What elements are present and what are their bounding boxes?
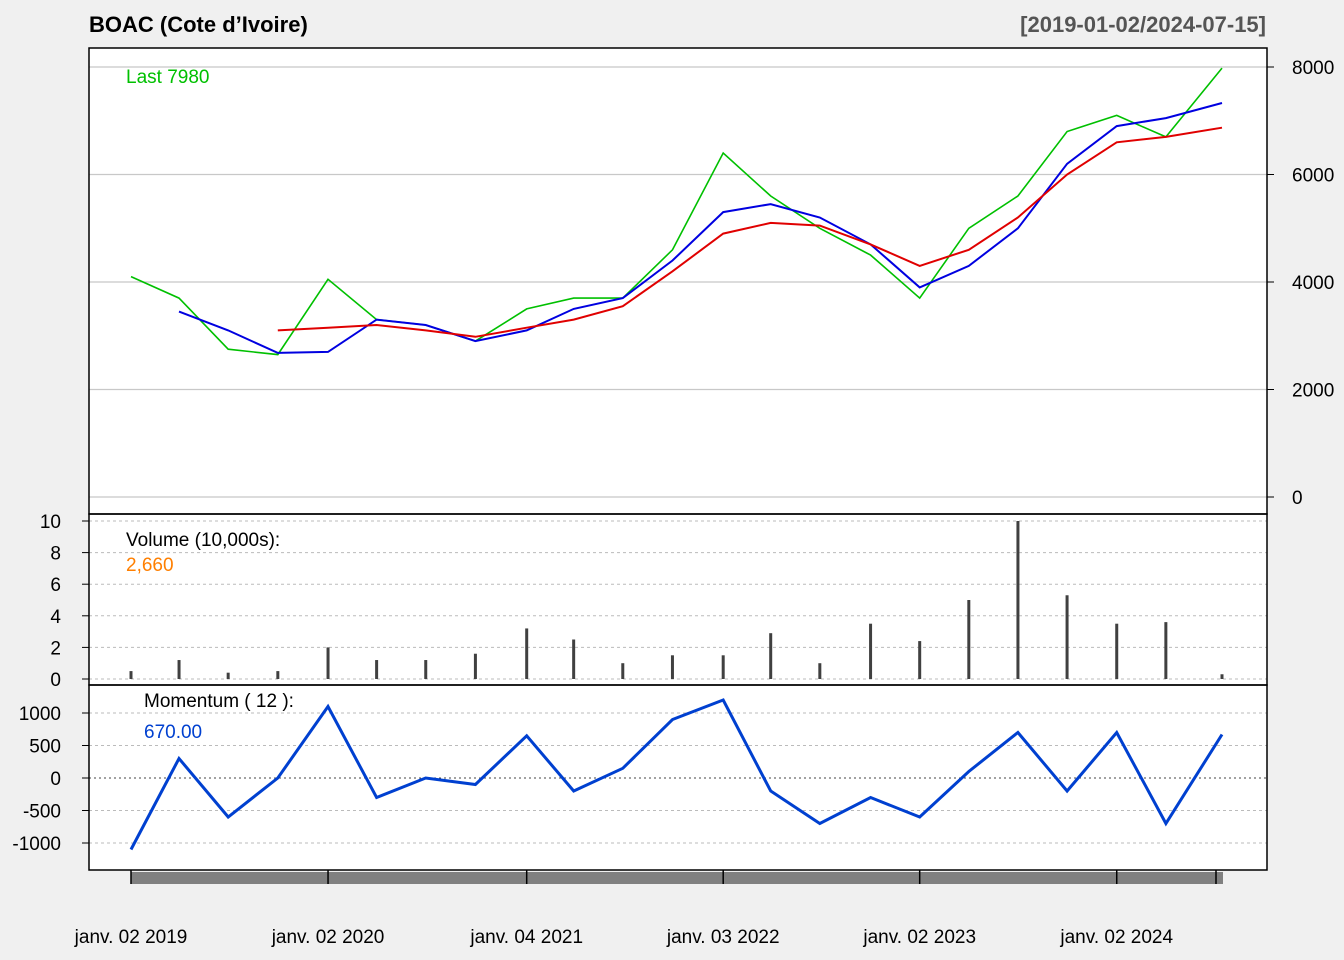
volume-bar <box>818 663 822 679</box>
volume-tick-label: 6 <box>50 575 61 596</box>
volume-bar <box>375 660 379 679</box>
volume-tick-label: 10 <box>40 512 61 533</box>
volume-bar <box>869 623 873 679</box>
volume-bar <box>1115 623 1119 679</box>
x-axis-tick-label: janv. 02 2023 <box>862 927 976 948</box>
chart-title: BOAC (Cote d’Ivoire) <box>89 12 308 37</box>
volume-bar <box>967 600 971 679</box>
volume-bar <box>918 641 922 679</box>
volume-tick-label: 2 <box>50 638 61 659</box>
x-axis-tick-label: janv. 03 2022 <box>666 927 780 948</box>
volume-bar <box>424 660 428 679</box>
momentum-tick-label: 1000 <box>19 704 61 725</box>
volume-bar <box>621 663 625 679</box>
volume-bar <box>1164 622 1168 679</box>
price-tick-label: 0 <box>1292 488 1303 509</box>
volume-last-value: 2,660 <box>126 555 174 576</box>
momentum-tick-label: -500 <box>23 802 61 823</box>
date-range: [2019-01-02/2024-07-15] <box>1020 12 1266 37</box>
x-axis-tick-label: janv. 02 2019 <box>74 927 188 948</box>
momentum-tick-label: 500 <box>29 737 61 758</box>
volume-bar <box>572 639 576 679</box>
x-axis-tick-label: janv. 02 2020 <box>271 927 385 948</box>
volume-bar <box>1220 674 1224 679</box>
momentum-last-value: 670.00 <box>144 722 202 743</box>
volume-bar <box>226 672 230 679</box>
volume-bar <box>177 660 181 679</box>
volume-tick-label: 4 <box>50 607 61 628</box>
last-price-label: Last 7980 <box>126 67 209 88</box>
volume-bar <box>670 655 674 679</box>
volume-bar <box>1065 595 1069 679</box>
momentum-tick-label: 0 <box>50 769 61 790</box>
volume-bar <box>721 655 725 679</box>
volume-tick-label: 8 <box>50 544 61 565</box>
x-axis-tick-label: janv. 02 2024 <box>1059 927 1173 948</box>
volume-bar <box>1016 521 1020 679</box>
volume-bar <box>276 671 280 679</box>
price-tick-label: 4000 <box>1292 273 1334 294</box>
momentum-line <box>129 698 1224 851</box>
volume-panel-bg <box>89 514 1267 685</box>
volume-title: Volume (10,000s): <box>126 530 280 551</box>
price-tick-label: 2000 <box>1292 381 1334 402</box>
volume-bar <box>129 671 133 679</box>
momentum-tick-label: -1000 <box>12 834 61 855</box>
volume-tick-label: 0 <box>50 670 61 691</box>
momentum-title: Momentum ( 12 ): <box>144 691 294 712</box>
price-tick-label: 6000 <box>1292 166 1334 187</box>
price-line <box>130 67 1223 356</box>
volume-bar <box>473 653 477 679</box>
price-panel-bg <box>89 48 1267 514</box>
ma_long-line <box>277 126 1223 338</box>
x-axis-tick-label: janv. 04 2021 <box>469 927 583 948</box>
x-axis-bar <box>131 872 1223 884</box>
price-tick-label: 8000 <box>1292 58 1334 79</box>
volume-bar <box>769 633 773 679</box>
volume-bar <box>326 647 330 679</box>
volume-bar <box>525 628 529 679</box>
